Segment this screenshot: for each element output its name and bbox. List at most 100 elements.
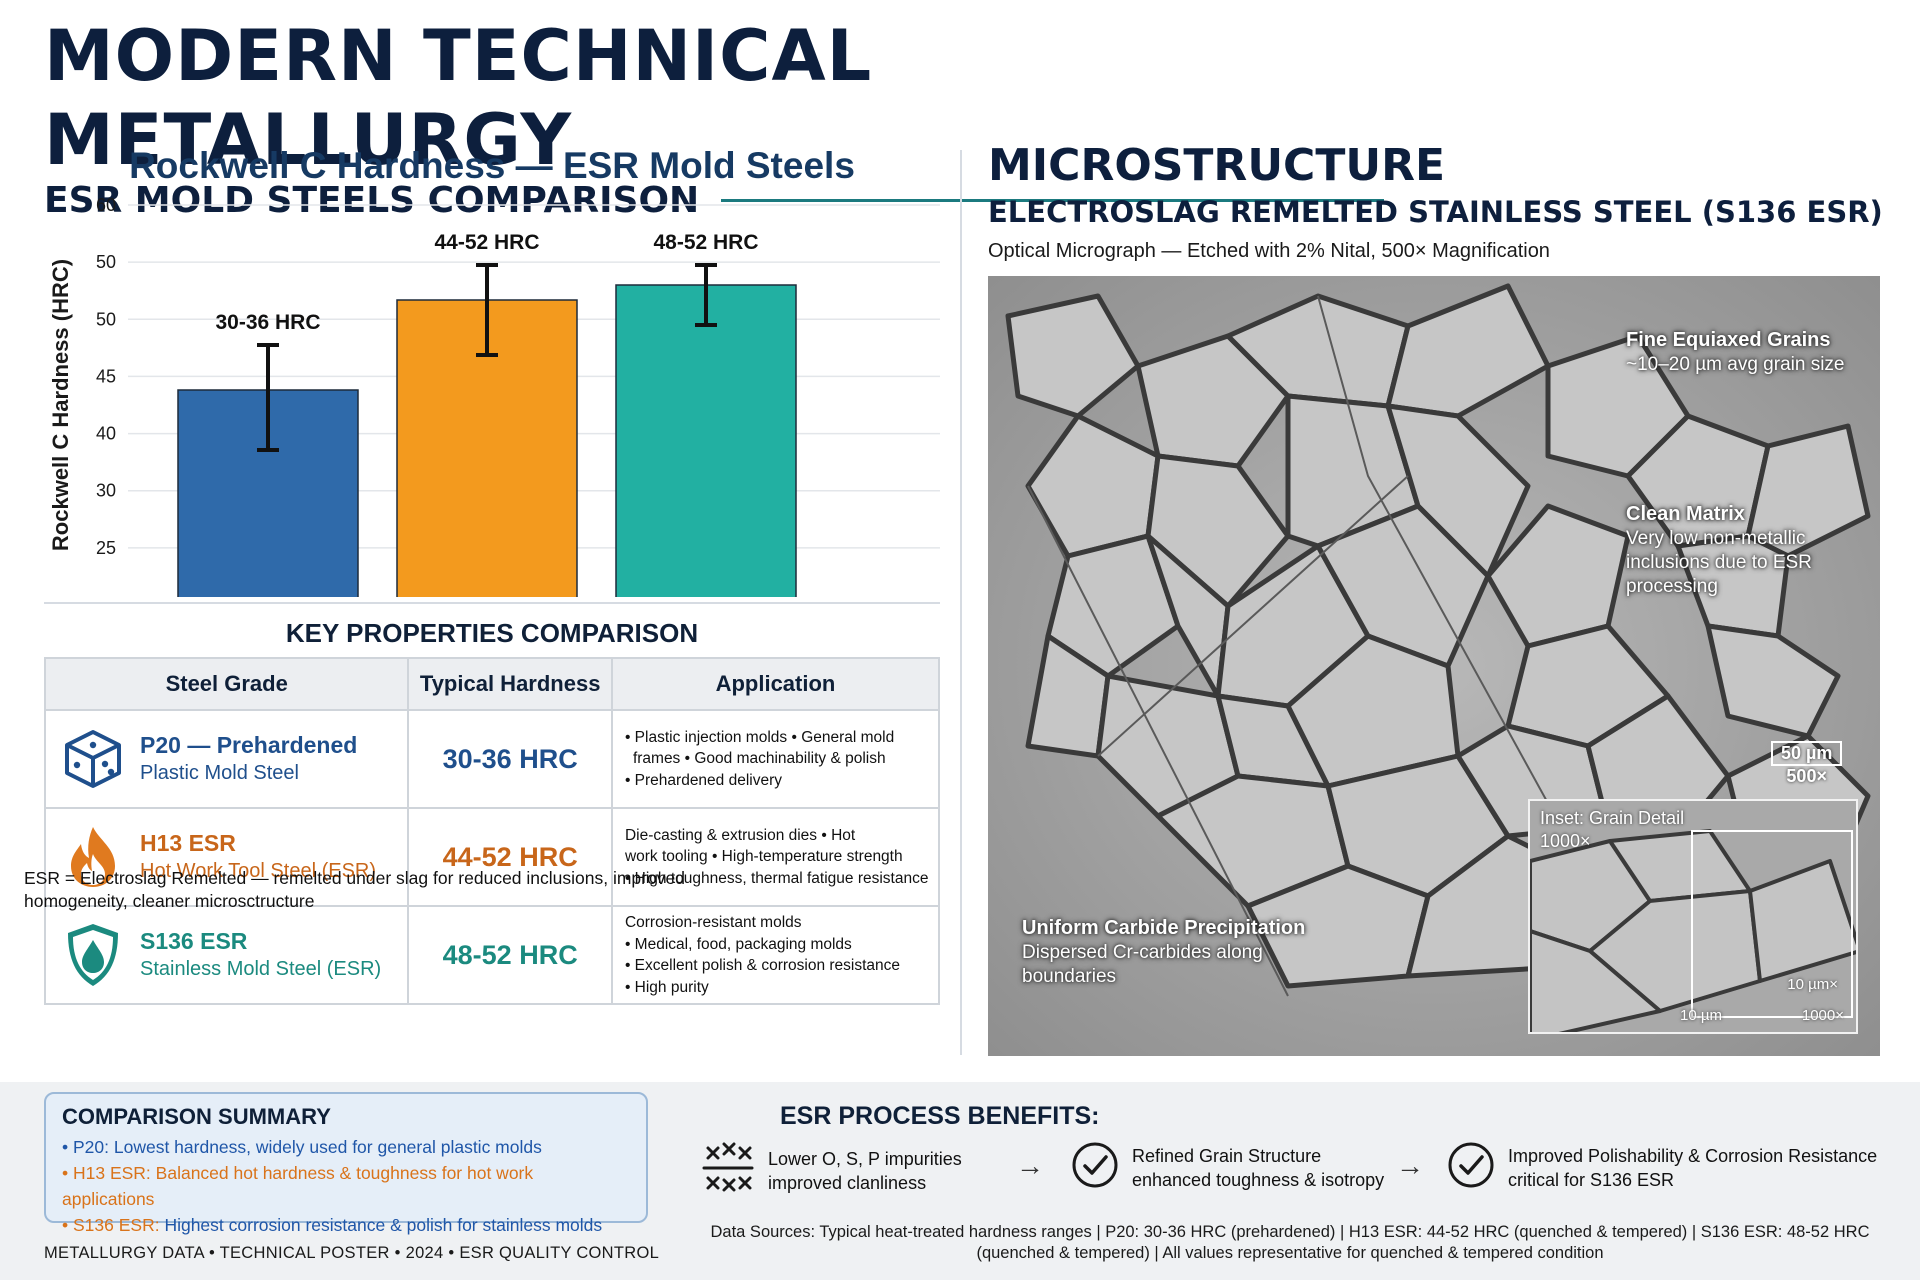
benefit-item: Lower O, S, P impurities improved clanli… — [700, 1140, 962, 1201]
inset-label: Inset: Grain Detail 1000× — [1540, 807, 1684, 853]
annotation-text: Dispersed Cr-carbides along boundaries — [1022, 942, 1263, 987]
benefit-line: enhanced toughness & isotropy — [1132, 1169, 1385, 1190]
check-circle-icon — [1070, 1140, 1120, 1195]
annotation-clean-matrix: Clean Matrix Very low non-metallic inclu… — [1626, 502, 1866, 599]
y-tick-label: 20 — [96, 595, 116, 597]
grade-subtitle: Stainless Mold Steel (ESR) — [140, 958, 382, 980]
shield-drop-icon — [46, 908, 140, 1002]
table-header-application: Application — [610, 657, 941, 711]
grade-cell: P20 — Prehardened Plastic Mold Steel — [43, 709, 410, 809]
data-label: 30-36 HRC — [215, 311, 320, 334]
hardness-chart: 20 25 30 40 45 50 50 60 Rockwell C Hardness (HRC… — [48, 197, 940, 597]
benefit-line: Lower O, S, P impurities — [768, 1148, 962, 1169]
application-line: frames • Good machinability & polish — [632, 750, 886, 768]
impurity-icon — [700, 1140, 756, 1201]
y-tick-label: 50 — [96, 252, 116, 272]
bar — [615, 284, 797, 597]
table-row: H13 ESR Hot Work Tool Steel (ESR) 44-52 … — [43, 807, 941, 907]
data-sources-line: Data Sources: Typical heat-treated hardn… — [710, 1223, 1870, 1241]
summary-item-text: Highest corrosion resistance & polish fo… — [159, 1215, 603, 1235]
application-cell: Die-casting & extrusion dies • Hot work … — [610, 807, 941, 907]
micrograph-caption: Optical Micrograph — Etched with 2% Nita… — [988, 240, 1550, 262]
page-title: MODERN TECHNICAL METALLURGY — [44, 15, 873, 181]
scale-magnification: 500× — [1786, 766, 1827, 786]
scale-bar: 50 µm 500× — [1771, 741, 1843, 787]
footer-credit: METALLURGY DATA • TECHNICAL POSTER • 202… — [44, 1244, 660, 1262]
y-tick-label: 40 — [96, 424, 116, 444]
arrow-right-icon: → — [1016, 1150, 1044, 1181]
annotation-fine-grains: Fine Equiaxed Grains ~10–20 µm avg grain… — [1626, 328, 1845, 377]
benefit-text: Improved Polishability & Corrosion Resis… — [1508, 1144, 1877, 1192]
table-header-hardness: Typical Hardness — [407, 657, 613, 711]
summary-item-prefix: • P20: — [62, 1137, 109, 1157]
table-header-row: Steel Grade Typical Hardness Application — [43, 657, 941, 711]
data-sources: Data Sources: Typical heat-treated hardn… — [700, 1222, 1880, 1264]
annotation-carbide: Uniform Carbide Precipitation Dispersed … — [1022, 916, 1322, 989]
benefit-line: Refined Grain Structure — [1132, 1145, 1322, 1166]
table-header-grade: Steel Grade — [43, 657, 410, 711]
inset-drawing — [1530, 801, 1856, 1032]
benefit-line: Improved Polishability & Corrosion Resis… — [1508, 1145, 1878, 1166]
chart-title: Rockwell C Hardness — ESR Mold Steels — [129, 145, 855, 186]
summary-item-prefix: • H13 ESR: — [62, 1163, 151, 1183]
esr-definition-note: ESR = Electroslag Remelted — remelted un… — [24, 868, 685, 911]
benefit-text: Refined Grain Structure enhanced toughne… — [1132, 1144, 1384, 1192]
subtitle-row: ESR MOLD STEELS COMPARISON — [44, 180, 1384, 221]
chart-divider — [44, 602, 940, 604]
data-label: 44-52 HRC — [434, 231, 539, 254]
summary-item-text: Lowest hardness, widely used for general… — [109, 1137, 542, 1157]
application-line: Corrosion-resistant molds — [624, 914, 802, 931]
application-cell: • Plastic injection molds • General mold… — [610, 709, 941, 809]
y-axis-label: Rockwell C Hardness (HRC) — [48, 259, 73, 551]
annotation-title: Clean Matrix — [1626, 503, 1745, 525]
page-subtitle: ESR MOLD STEELS COMPARISON — [44, 180, 700, 221]
data-label: 48-52 HRC — [653, 231, 758, 254]
y-tick-label: 30 — [96, 481, 116, 501]
inset-scale-b: 10 µm — [1680, 1007, 1722, 1024]
hardness-value: 48-52 HRC — [407, 905, 613, 1005]
hardness-value: 30-36 HRC — [407, 709, 613, 809]
grade-subtitle: Plastic Mold Steel — [140, 762, 299, 784]
flame-icon — [46, 810, 140, 904]
hardness-value: 44-52 HRC — [407, 807, 613, 907]
subtitle-rule — [721, 199, 1384, 202]
inset-grain-detail: Inset: Grain Detail 1000× 10 µm× 10 µm 1… — [1528, 799, 1858, 1034]
summary-item: • H13 ESR: Balanced hot hardness & tough… — [62, 1160, 630, 1212]
application-line: • Excellent polish & corrosion resistanc… — [624, 957, 901, 974]
annotation-text: Very low non-metallic inclusions due to … — [1626, 528, 1812, 597]
annotation-title: Fine Equiaxed Grains — [1626, 329, 1831, 351]
application-cell: Corrosion-resistant molds • Medical, foo… — [610, 905, 941, 1005]
inset-scale-c: 1000× — [1801, 1007, 1844, 1024]
application-line: • Prehardened delivery — [624, 771, 783, 789]
benefit-line: critical for S136 ESR — [1508, 1169, 1675, 1190]
application-line: work tooling • High-temperature strength — [624, 848, 903, 866]
y-tick-label: 50 — [96, 309, 116, 329]
check-circle-icon — [1446, 1140, 1496, 1195]
right-panel: MICROSTRUCTURE ELECTROSLAG REMELTED STAI… — [988, 140, 1888, 1056]
scale-value: 50 µm — [1771, 741, 1843, 766]
inset-title: Inset: Grain Detail — [1540, 808, 1685, 828]
application-line: • High purity — [624, 978, 709, 996]
application-line: • Medical, food, packaging molds — [624, 935, 852, 953]
grade-name: S136 ESR — [140, 928, 248, 954]
y-tick-label: 45 — [96, 366, 116, 386]
cube-icon — [46, 712, 140, 806]
table-row: P20 — Prehardened Plastic Mold Steel 30-… — [43, 709, 941, 809]
application-line: • Plastic injection molds • General mold — [624, 728, 895, 746]
annotation-title: Uniform Carbide Precipitation — [1022, 917, 1306, 939]
grade-name: H13 ESR — [140, 830, 236, 856]
properties-table: Steel Grade Typical Hardness Application — [43, 657, 941, 1005]
y-tick-label: 60 — [96, 197, 116, 215]
summary-item: • S136 ESR: Highest corrosion resistance… — [62, 1212, 630, 1238]
summary-title: COMPARISON SUMMARY — [62, 1104, 331, 1129]
vertical-divider — [960, 150, 962, 1055]
grade-name: P20 — Prehardened — [140, 732, 358, 758]
annotation-text: ~10–20 µm avg grain size — [1626, 354, 1845, 375]
table-title: KEY PROPERTIES COMPARISON — [285, 618, 699, 648]
benefit-line: improved clanliness — [768, 1172, 927, 1193]
summary-item-prefix: • S136 ESR: — [62, 1215, 160, 1235]
benefit-item: Refined Grain Structure enhanced toughne… — [1070, 1140, 1384, 1195]
summary-item: • P20: Lowest hardness, widely used for … — [62, 1134, 630, 1160]
grade-cell: S136 ESR Stainless Mold Steel (ESR) — [43, 905, 410, 1005]
grade-cell: H13 ESR Hot Work Tool Steel (ESR) — [43, 807, 410, 907]
